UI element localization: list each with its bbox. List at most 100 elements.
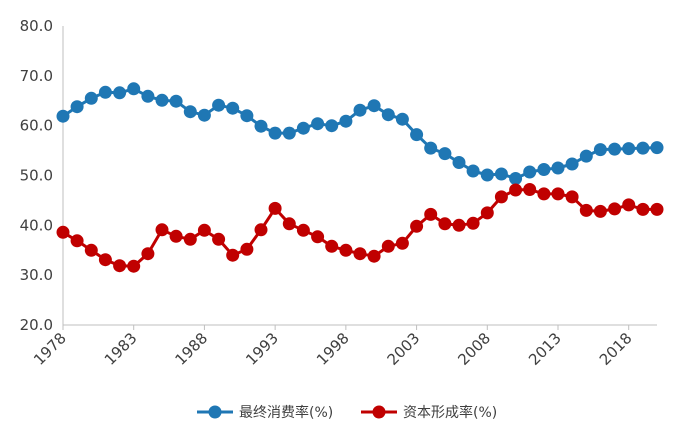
data-point <box>551 161 565 175</box>
x-tick-label: 1988 <box>172 329 212 369</box>
data-point <box>579 203 593 217</box>
series-1 <box>56 82 664 185</box>
legend: 最终消费率(%) 资本形成率(%) <box>197 404 497 421</box>
series-layer <box>56 82 664 273</box>
x-tick-label: 1998 <box>313 329 353 369</box>
data-point <box>424 141 438 155</box>
data-point <box>282 126 296 140</box>
data-point <box>622 142 636 156</box>
data-point <box>452 156 466 169</box>
data-point <box>466 164 480 178</box>
data-point <box>155 93 169 107</box>
data-point <box>56 225 70 239</box>
data-point <box>70 234 84 248</box>
data-point <box>282 217 296 231</box>
x-tick-label: 2018 <box>596 329 636 369</box>
y-tick-label: 40.0 <box>20 216 53 234</box>
x-tick-label: 1983 <box>101 329 141 369</box>
data-point <box>537 187 551 201</box>
data-point <box>339 114 353 128</box>
data-point <box>381 108 395 122</box>
data-point <box>367 99 381 113</box>
data-point <box>311 230 325 244</box>
data-point <box>480 168 494 182</box>
data-point <box>226 248 240 262</box>
data-point <box>197 108 211 122</box>
data-point <box>410 219 424 233</box>
axes <box>62 26 657 326</box>
data-point <box>141 247 155 261</box>
data-point <box>608 142 622 156</box>
x-tick-label: 1993 <box>242 329 282 369</box>
x-tick-label: 2008 <box>454 329 494 369</box>
data-point <box>141 89 155 103</box>
data-point <box>395 236 409 250</box>
data-point <box>636 202 650 216</box>
legend-marker <box>208 405 222 419</box>
data-point <box>650 202 664 216</box>
x-tick-label: 2003 <box>384 329 424 369</box>
data-point <box>593 204 607 218</box>
data-point <box>353 247 367 261</box>
data-point <box>84 91 98 105</box>
data-point <box>353 103 367 117</box>
data-point <box>70 100 84 114</box>
data-point <box>593 143 607 157</box>
data-point <box>113 259 127 273</box>
data-point <box>197 223 211 237</box>
data-point <box>84 243 98 257</box>
data-point <box>438 147 452 161</box>
data-point <box>155 223 169 237</box>
y-tick-label: 50.0 <box>20 167 53 185</box>
series-2 <box>56 183 664 273</box>
data-point <box>127 82 141 96</box>
data-point <box>565 157 579 171</box>
legend-item: 最终消费率(%) <box>197 404 333 421</box>
data-point <box>551 187 565 201</box>
data-point <box>268 126 282 140</box>
data-point <box>240 242 254 256</box>
data-point <box>452 218 466 232</box>
data-point <box>494 190 508 204</box>
data-point <box>395 112 409 126</box>
legend-item: 资本形成率(%) <box>361 404 497 421</box>
data-point <box>565 190 579 204</box>
data-point <box>537 163 551 176</box>
data-point <box>98 85 112 99</box>
data-point <box>240 109 254 123</box>
data-point <box>98 253 112 267</box>
data-point <box>438 217 452 231</box>
data-point <box>622 198 636 212</box>
data-point <box>183 232 197 246</box>
data-point <box>494 167 508 181</box>
data-point <box>56 109 70 123</box>
data-point <box>325 239 339 253</box>
data-point <box>268 201 282 215</box>
data-point <box>113 86 127 100</box>
data-point <box>127 259 141 273</box>
data-point <box>424 207 438 221</box>
data-point <box>410 128 424 142</box>
data-point <box>311 117 325 131</box>
legend-label: 最终消费率(%) <box>239 404 333 421</box>
data-point <box>183 105 197 119</box>
y-tick-label: 80.0 <box>20 17 53 35</box>
data-point <box>636 141 650 155</box>
y-tick-label: 70.0 <box>20 67 53 85</box>
y-tick-label: 60.0 <box>20 117 53 135</box>
data-point <box>212 98 226 112</box>
data-point <box>296 223 310 237</box>
data-point <box>466 216 480 230</box>
data-point <box>296 121 310 135</box>
x-tick-label: 1978 <box>30 329 70 369</box>
data-point <box>509 183 523 197</box>
data-point <box>480 206 494 220</box>
data-point <box>254 223 268 237</box>
data-point <box>523 165 537 179</box>
data-point <box>212 232 226 246</box>
data-point <box>608 202 622 216</box>
data-point <box>650 141 664 155</box>
data-point <box>226 101 240 115</box>
